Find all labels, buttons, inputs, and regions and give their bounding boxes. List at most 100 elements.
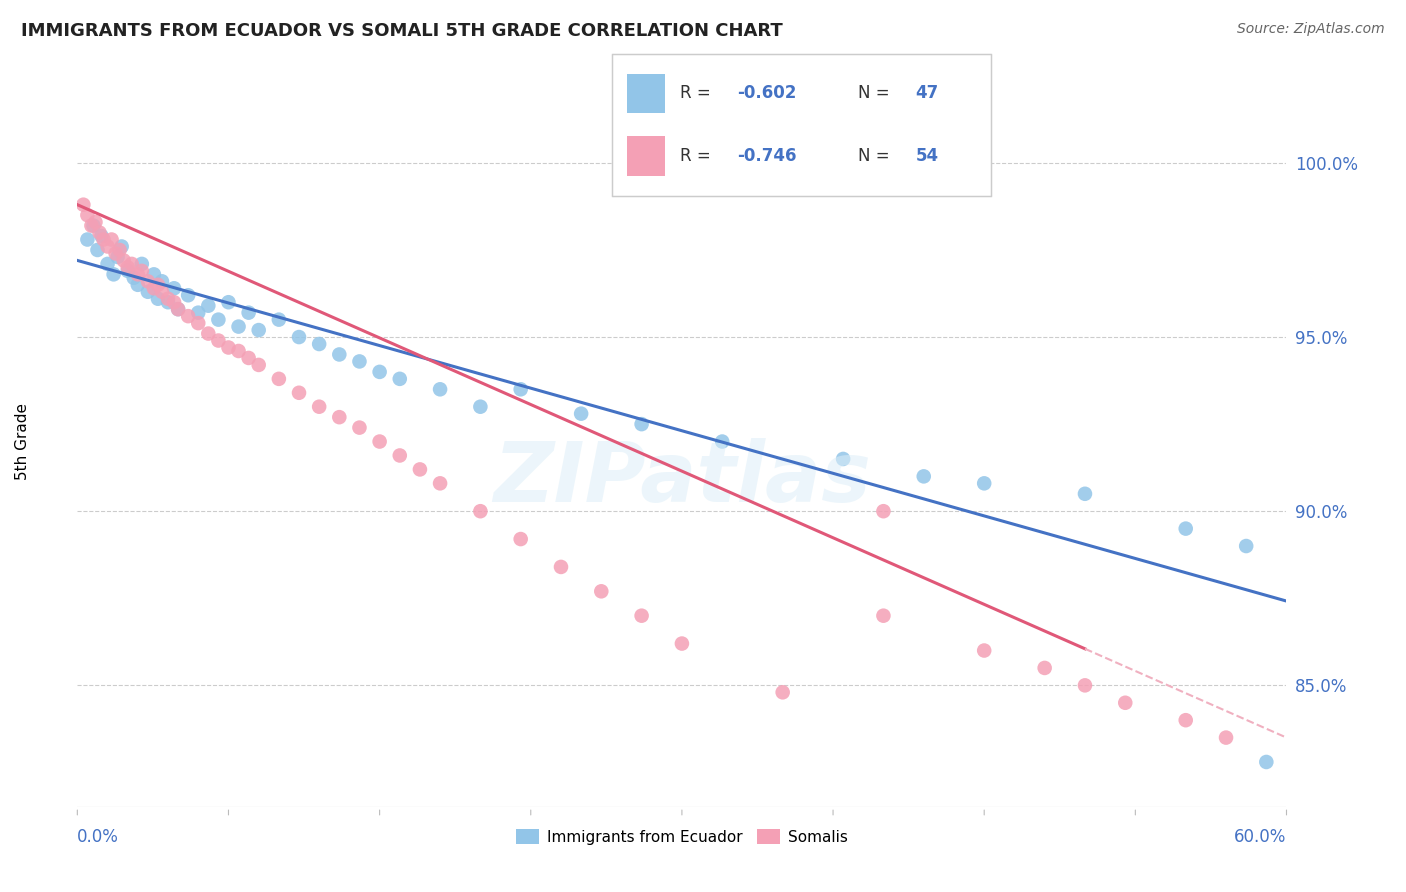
Point — [96, 257, 118, 271]
Point — [142, 268, 165, 282]
Text: 5th Grade: 5th Grade — [15, 403, 31, 480]
Point — [1074, 678, 1097, 692]
Point — [308, 400, 330, 414]
Point — [89, 226, 111, 240]
Point — [76, 208, 98, 222]
Text: N =: N = — [858, 147, 896, 165]
Point — [163, 295, 186, 310]
Point — [111, 239, 134, 253]
Point — [84, 215, 107, 229]
Point — [368, 434, 391, 449]
Point — [218, 295, 240, 310]
FancyBboxPatch shape — [627, 136, 665, 177]
Point — [973, 476, 995, 491]
Point — [409, 462, 432, 476]
Point — [832, 452, 855, 467]
Point — [247, 358, 270, 372]
Point — [711, 434, 734, 449]
Point — [238, 351, 260, 365]
Point — [509, 382, 531, 396]
Point — [167, 302, 190, 317]
Point — [207, 334, 229, 348]
Point — [127, 268, 149, 282]
Text: ZIPatlas: ZIPatlas — [494, 438, 870, 518]
Legend: Immigrants from Ecuador, Somalis: Immigrants from Ecuador, Somalis — [510, 822, 853, 851]
Point — [308, 337, 330, 351]
Point — [187, 306, 209, 320]
Point — [1114, 696, 1136, 710]
Point — [136, 285, 159, 299]
Text: 54: 54 — [915, 147, 938, 165]
Text: 47: 47 — [915, 85, 939, 103]
Point — [117, 260, 139, 275]
Point — [112, 253, 135, 268]
Text: R =: R = — [681, 147, 716, 165]
Point — [86, 243, 108, 257]
Point — [349, 354, 371, 368]
Point — [630, 608, 652, 623]
Point — [1234, 539, 1257, 553]
Point — [388, 449, 411, 463]
Point — [1174, 522, 1197, 536]
Point — [671, 636, 693, 650]
Point — [207, 312, 229, 326]
Point — [267, 372, 290, 386]
Text: -0.746: -0.746 — [737, 147, 796, 165]
Point — [131, 257, 153, 271]
Point — [218, 341, 240, 355]
Point — [238, 306, 260, 320]
Text: -0.602: -0.602 — [737, 85, 796, 103]
Point — [630, 417, 652, 431]
Text: 60.0%: 60.0% — [1234, 828, 1286, 847]
Point — [247, 323, 270, 337]
Point — [550, 560, 572, 574]
Point — [103, 268, 125, 282]
Point — [1074, 487, 1097, 501]
Point — [146, 292, 169, 306]
Point — [368, 365, 391, 379]
Point — [157, 295, 180, 310]
Text: R =: R = — [681, 85, 716, 103]
Text: N =: N = — [858, 85, 896, 103]
Point — [349, 420, 371, 434]
Point — [429, 476, 451, 491]
Point — [90, 229, 112, 244]
Point — [1215, 731, 1237, 745]
Point — [82, 219, 104, 233]
Point — [157, 292, 180, 306]
Point — [150, 274, 173, 288]
Point — [772, 685, 794, 699]
Point — [121, 257, 143, 271]
Point — [93, 233, 115, 247]
Text: IMMIGRANTS FROM ECUADOR VS SOMALI 5TH GRADE CORRELATION CHART: IMMIGRANTS FROM ECUADOR VS SOMALI 5TH GR… — [21, 22, 783, 40]
Point — [136, 274, 159, 288]
Point — [177, 288, 200, 302]
Point — [288, 330, 311, 344]
Point — [150, 285, 173, 299]
Point — [1174, 713, 1197, 727]
Point — [328, 347, 350, 361]
Point — [100, 233, 122, 247]
FancyBboxPatch shape — [627, 73, 665, 113]
Point — [1033, 661, 1056, 675]
Point — [76, 233, 98, 247]
Point — [569, 407, 592, 421]
Point — [288, 385, 311, 400]
Point — [591, 584, 613, 599]
Point — [872, 504, 894, 518]
Point — [163, 281, 186, 295]
Point — [912, 469, 935, 483]
Point — [72, 197, 94, 211]
Text: 0.0%: 0.0% — [77, 828, 120, 847]
Point — [872, 608, 894, 623]
Point — [388, 372, 411, 386]
Point — [973, 643, 995, 657]
Point — [131, 264, 153, 278]
Point — [104, 246, 127, 260]
Point — [470, 504, 492, 518]
Point — [1256, 755, 1278, 769]
Text: Source: ZipAtlas.com: Source: ZipAtlas.com — [1237, 22, 1385, 37]
Point — [107, 250, 129, 264]
Point — [470, 400, 492, 414]
Point — [146, 277, 169, 292]
